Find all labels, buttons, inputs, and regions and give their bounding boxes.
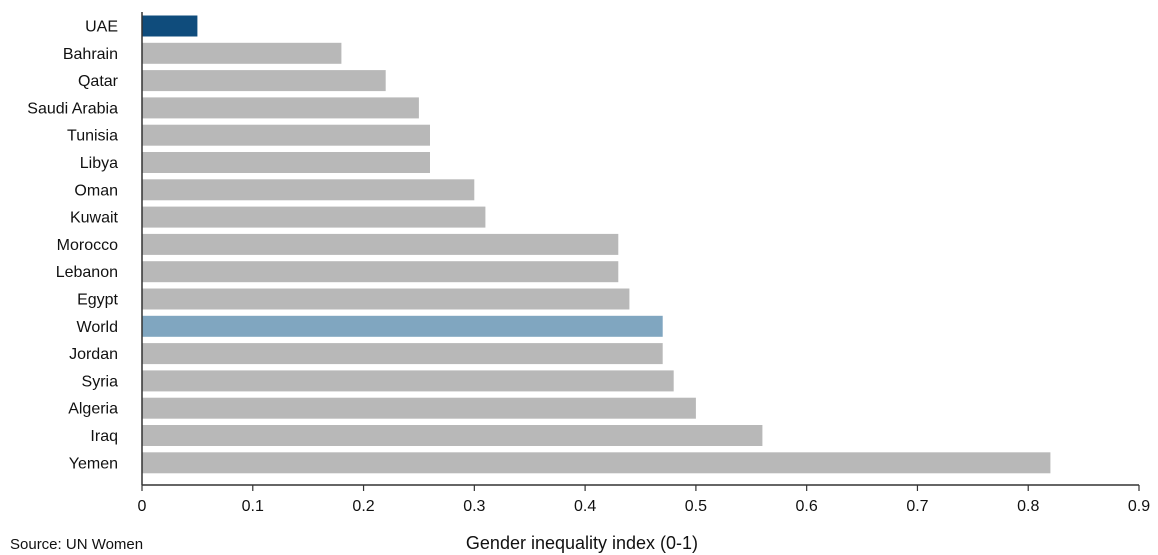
category-label: Oman	[74, 182, 118, 199]
bar-jordan	[142, 343, 663, 365]
category-label: Libya	[80, 155, 118, 172]
x-tick-label: 0.6	[796, 498, 818, 515]
bars-group	[142, 15, 1051, 474]
x-tick-label: 0.4	[574, 498, 596, 515]
category-label: Bahrain	[63, 46, 118, 63]
category-label: Jordan	[69, 346, 118, 363]
bar-world	[142, 315, 663, 337]
category-label: World	[77, 319, 119, 336]
x-tick-label: 0.7	[906, 498, 928, 515]
bar-kuwait	[142, 206, 486, 228]
x-tick-label: 0.2	[352, 498, 374, 515]
bar-qatar	[142, 70, 386, 92]
bar-uae	[142, 15, 198, 37]
bar-syria	[142, 370, 674, 392]
category-label: Syria	[82, 373, 119, 390]
x-tick-label: 0.1	[242, 498, 264, 515]
source-note: Source: UN Women	[10, 536, 143, 553]
category-label: Egypt	[77, 292, 118, 309]
bar-algeria	[142, 397, 696, 419]
category-label: UAE	[85, 19, 118, 36]
bar-yemen	[142, 452, 1051, 474]
bar-bahrain	[142, 42, 342, 64]
x-axis-ticks: 0 0.1 0.2 0.3 0.4 0.5 0.6 0.7 0.8 0.9	[138, 485, 1150, 515]
x-tick-label: 0	[138, 498, 147, 515]
x-tick-label: 0.3	[463, 498, 485, 515]
category-label: Morocco	[57, 237, 118, 254]
x-tick-label: 0.8	[1017, 498, 1039, 515]
bar-tunisia	[142, 124, 430, 146]
category-label: Yemen	[69, 455, 118, 472]
category-label: Tunisia	[67, 128, 118, 145]
category-label: Saudi Arabia	[27, 100, 118, 117]
bar-iraq	[142, 425, 763, 446]
x-axis-title: Gender inequality index (0-1)	[466, 533, 698, 553]
category-label: Qatar	[78, 73, 119, 90]
x-tick-label: 0.5	[685, 498, 707, 515]
category-label: Iraq	[90, 428, 118, 445]
category-label: Lebanon	[56, 264, 118, 281]
category-label: Kuwait	[70, 210, 119, 227]
category-label: Algeria	[68, 401, 118, 418]
x-tick-label: 0.9	[1128, 498, 1150, 515]
bar-saudi-arabia	[142, 97, 419, 119]
bar-libya	[142, 152, 430, 173]
bar-lebanon	[142, 261, 619, 283]
bar-egypt	[142, 288, 630, 310]
category-labels: UAE Bahrain Qatar Saudi Arabia Tunisia Libya O…	[27, 19, 118, 473]
bar-morocco	[142, 233, 619, 255]
bar-oman	[142, 179, 475, 201]
